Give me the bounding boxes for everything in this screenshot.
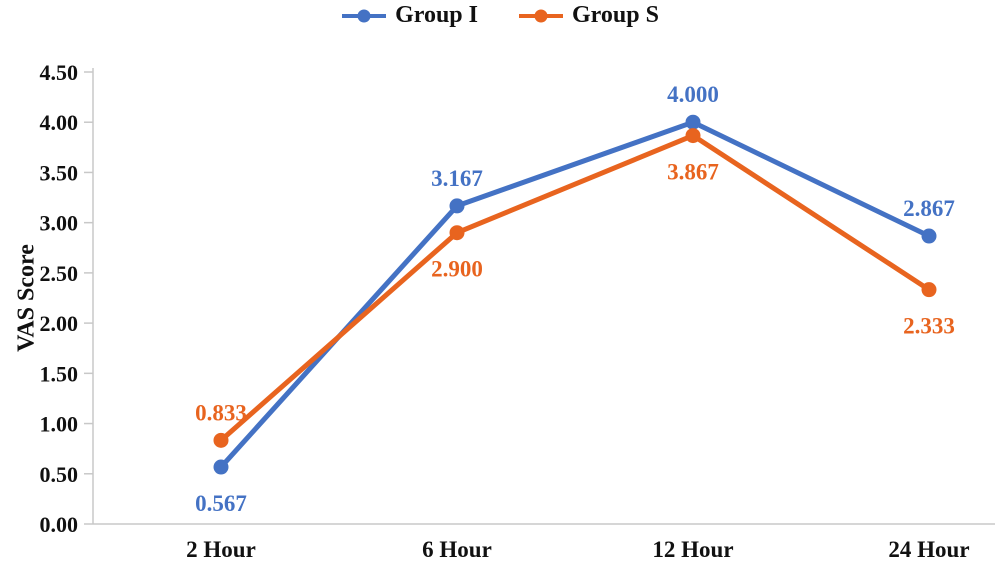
legend-item-group-s: Group S xyxy=(518,2,659,29)
y-tick-label: 3.50 xyxy=(40,160,79,185)
data-point-marker xyxy=(921,282,937,298)
y-axis-title: VAS Score xyxy=(13,244,40,352)
data-point-marker xyxy=(685,128,701,144)
y-tick-label: 2.00 xyxy=(40,311,79,336)
y-tick-label: 0.00 xyxy=(40,512,79,537)
data-label: 2.867 xyxy=(903,196,955,221)
data-label: 3.867 xyxy=(667,160,719,185)
data-point-marker xyxy=(921,228,937,244)
x-category-label: 2 Hour xyxy=(186,537,256,562)
y-tick-label: 0.50 xyxy=(40,462,79,487)
legend-item-group-i: Group I xyxy=(341,2,478,29)
data-label: 2.900 xyxy=(431,257,483,282)
data-label: 0.567 xyxy=(195,491,247,516)
y-tick-label: 1.50 xyxy=(40,361,79,386)
data-point-marker xyxy=(213,432,229,448)
x-category-label: 12 Hour xyxy=(652,537,733,562)
chart-legend: Group I Group S xyxy=(0,2,1000,29)
data-point-marker xyxy=(685,114,701,130)
data-label: 0.833 xyxy=(195,400,247,425)
data-label: 3.167 xyxy=(431,166,483,191)
group-s-line-marker-icon xyxy=(518,9,563,22)
y-tick-label: 4.00 xyxy=(40,110,79,135)
legend-label-group-s: Group S xyxy=(571,2,659,28)
y-tick-label: 4.50 xyxy=(40,60,79,85)
series-line-1 xyxy=(218,133,932,443)
y-tick-label: 2.50 xyxy=(40,261,79,286)
x-category-label: 24 Hour xyxy=(888,537,969,562)
y-tick-label: 1.00 xyxy=(40,412,79,437)
series-line-0 xyxy=(218,119,932,470)
data-point-marker xyxy=(449,225,465,241)
legend-label-group-i: Group I xyxy=(395,2,478,28)
data-label: 4.000 xyxy=(667,82,719,107)
data-point-marker xyxy=(449,198,465,214)
group-i-line-marker-icon xyxy=(342,9,387,22)
y-tick-label: 3.00 xyxy=(40,211,79,236)
data-label: 2.333 xyxy=(903,314,955,339)
x-category-label: 6 Hour xyxy=(422,537,492,562)
data-point-marker xyxy=(213,459,229,475)
